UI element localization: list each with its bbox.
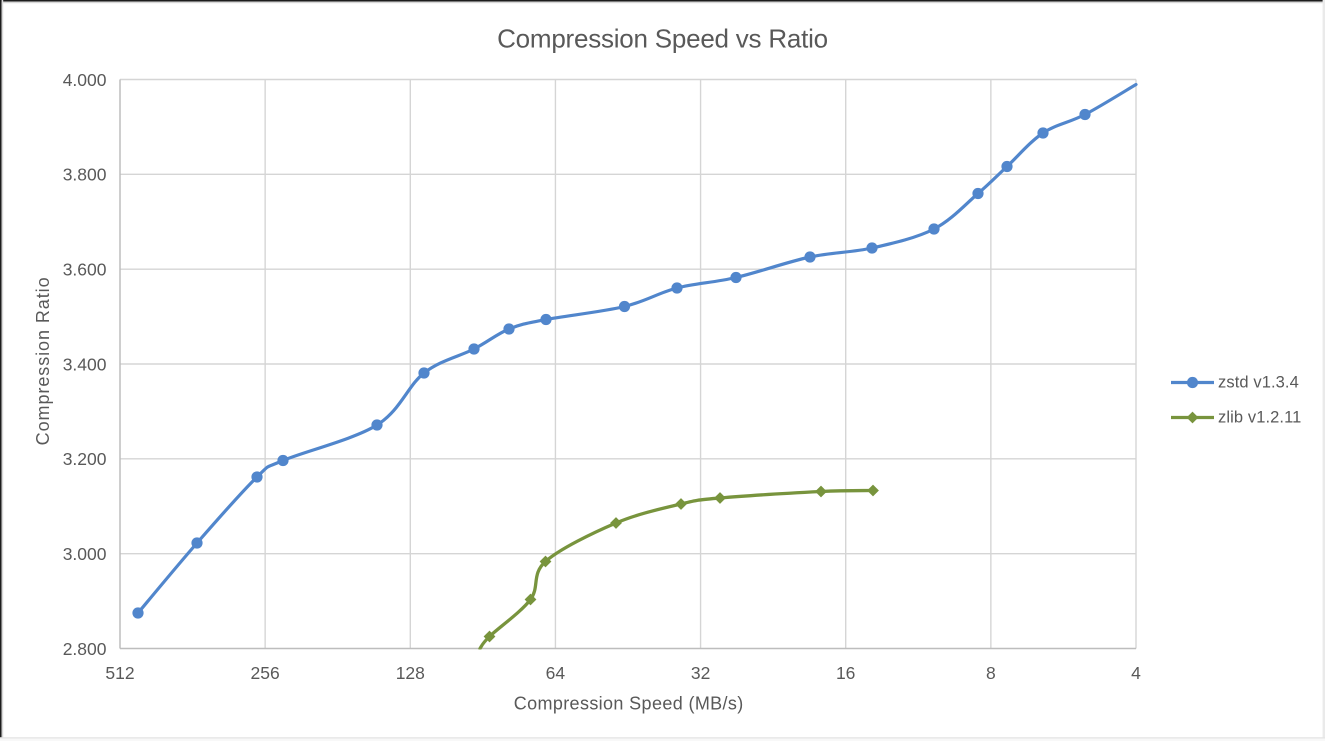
svg-text:8: 8 <box>986 663 996 683</box>
svg-text:512: 512 <box>105 663 134 683</box>
svg-text:2.800: 2.800 <box>63 639 107 659</box>
svg-text:Compression Speed vs Ratio: Compression Speed vs Ratio <box>497 23 828 53</box>
svg-text:Compression Speed (MB/s): Compression Speed (MB/s) <box>514 693 744 713</box>
svg-text:zlib v1.2.11: zlib v1.2.11 <box>1218 409 1301 427</box>
svg-text:Compression Ratio: Compression Ratio <box>33 276 53 445</box>
svg-text:16: 16 <box>836 663 855 683</box>
svg-text:64: 64 <box>546 663 566 683</box>
svg-text:zstd v1.3.4: zstd v1.3.4 <box>1218 374 1299 392</box>
svg-text:3.200: 3.200 <box>63 449 107 469</box>
svg-text:4.000: 4.000 <box>63 70 107 90</box>
svg-text:4: 4 <box>1131 663 1141 683</box>
svg-text:256: 256 <box>250 663 279 683</box>
svg-text:32: 32 <box>691 663 710 683</box>
svg-text:3.000: 3.000 <box>63 544 107 564</box>
svg-text:3.400: 3.400 <box>63 354 107 374</box>
svg-text:128: 128 <box>396 663 425 683</box>
svg-text:3.800: 3.800 <box>63 165 107 185</box>
svg-text:3.600: 3.600 <box>63 260 107 280</box>
